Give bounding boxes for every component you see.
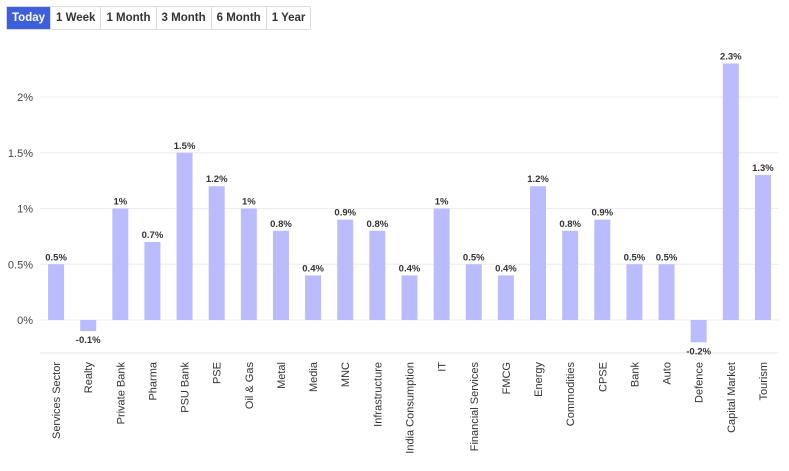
x-tick-label: Tourism [758, 362, 770, 401]
tab-1-month[interactable]: 1 Month [101, 7, 157, 29]
bar[interactable] [530, 186, 547, 320]
x-tick-label: FMCG [501, 362, 513, 394]
data-label: 0.5% [45, 252, 67, 263]
data-label: 0.8% [367, 219, 389, 230]
y-tick-label: 1.5% [8, 148, 33, 160]
bar[interactable] [240, 208, 257, 321]
bars [48, 63, 771, 343]
bar[interactable] [465, 264, 482, 320]
grid-lines [40, 96, 779, 321]
data-label: 2.3% [720, 52, 742, 63]
x-tick-label: PSU Bank [180, 362, 192, 413]
data-label: 0.9% [334, 208, 356, 219]
bar[interactable] [754, 175, 771, 320]
data-label: 0.5% [624, 252, 646, 263]
data-label: 0.8% [270, 219, 292, 230]
x-tick-label: IT [437, 362, 449, 372]
bar[interactable] [112, 208, 129, 321]
tab-today[interactable]: Today [7, 7, 52, 29]
bar[interactable] [722, 63, 739, 321]
data-labels: 0.5% -0.1% 1% 0.7% 1.5% 1.2% 1% 0.8% 0.4% 0.9% 0.8… [45, 52, 774, 358]
tab-3-month[interactable]: 3 Month [156, 7, 212, 29]
x-tick-label: Capital Market [726, 362, 738, 433]
data-label: 1.2% [527, 174, 549, 185]
data-label: 1.2% [206, 174, 228, 185]
x-tick-label: Metal [276, 362, 288, 389]
x-tick-label: Infrastructure [372, 362, 384, 427]
time-range-tabs: Today 1 Week 1 Month 3 Month 6 Month 1 Y… [6, 6, 312, 30]
bar[interactable] [626, 264, 643, 320]
x-tick-label: Bank [629, 362, 641, 388]
bar[interactable] [272, 230, 289, 320]
data-label: 0.5% [463, 252, 485, 263]
bar[interactable] [562, 230, 579, 320]
bar[interactable] [369, 230, 386, 320]
data-label: -0.1% [76, 335, 101, 346]
bar[interactable] [208, 186, 225, 320]
x-tick-label: Realty [83, 362, 95, 394]
data-label: 0.4% [495, 263, 517, 274]
bar[interactable] [433, 208, 450, 321]
y-tick-label: 0% [17, 315, 33, 327]
x-tick-label: Energy [533, 362, 545, 397]
data-label: 0.4% [399, 263, 421, 274]
x-tick-label: India Consumption [405, 362, 417, 454]
bar[interactable] [658, 264, 675, 320]
y-tick-label: 1% [17, 204, 33, 216]
y-tick-label: 0.5% [8, 259, 33, 271]
bar[interactable] [337, 219, 354, 320]
x-tick-label: Pharma [147, 361, 159, 400]
data-label: 0.9% [591, 208, 613, 219]
x-tick-label: Media [308, 361, 320, 392]
bar[interactable] [594, 219, 611, 320]
data-label: 0.5% [656, 252, 678, 263]
data-label: 1.5% [174, 141, 196, 152]
x-tick-label: PSE [212, 362, 224, 384]
data-label: 1% [242, 197, 256, 208]
tab-1-year[interactable]: 1 Year [266, 7, 311, 29]
data-label: 1% [435, 197, 449, 208]
bar[interactable] [48, 264, 65, 320]
bar[interactable] [176, 152, 193, 320]
data-label: 0.8% [559, 219, 581, 230]
x-tick-label: MNC [340, 362, 352, 387]
bar[interactable] [401, 275, 418, 320]
data-label: 1.3% [752, 163, 774, 174]
tab-1-week[interactable]: 1 Week [51, 7, 102, 29]
x-tick-label: Commodities [565, 362, 577, 427]
x-axis: Services Sector Realty Private Bank Pharma P… [51, 361, 770, 454]
bar[interactable] [497, 275, 514, 320]
x-tick-label: Services Sector [51, 362, 63, 439]
x-tick-label: Private Bank [115, 362, 127, 425]
x-tick-label: Defence [694, 362, 706, 403]
data-label: -0.2% [686, 346, 711, 357]
y-axis: 0% 0.5% 1% 1.5% 2% [8, 92, 33, 327]
x-tick-label: Oil & Gas [244, 362, 256, 410]
bar[interactable] [144, 241, 161, 320]
bar[interactable] [305, 275, 322, 320]
x-tick-label: Financial Services [469, 362, 481, 452]
y-tick-label: 2% [17, 92, 33, 104]
bar[interactable] [690, 320, 707, 343]
data-label: 0.4% [302, 263, 324, 274]
bar[interactable] [80, 320, 97, 332]
data-label: 1% [113, 197, 127, 208]
x-tick-label: Auto [662, 362, 674, 385]
x-tick-label: CPSE [597, 362, 609, 392]
tab-6-month[interactable]: 6 Month [211, 7, 267, 29]
data-label: 0.7% [142, 230, 164, 241]
